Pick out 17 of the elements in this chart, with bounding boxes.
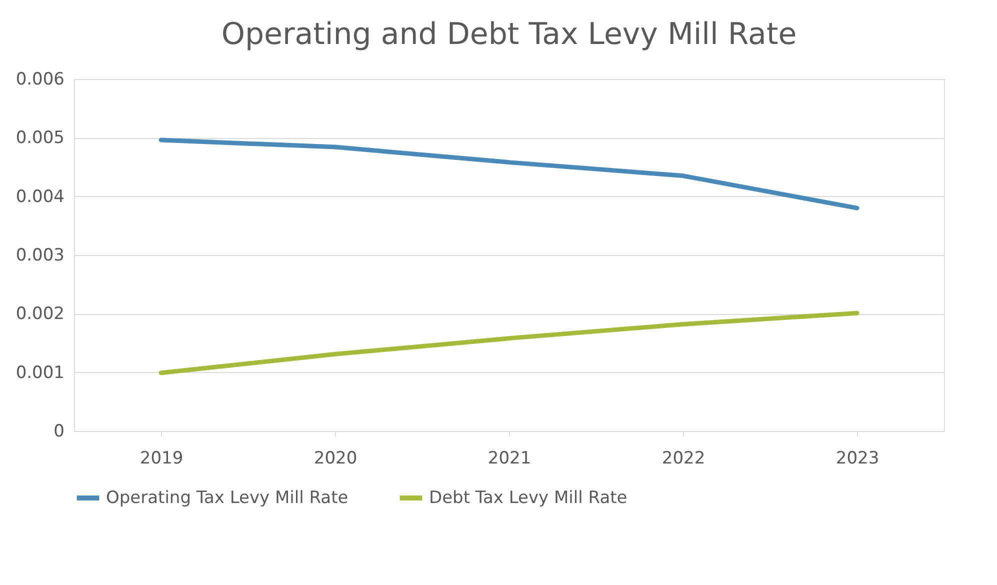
y-tick-label: 0.004 [16,186,64,207]
line-series [158,310,860,376]
x-tick-label: 2022 [662,448,706,468]
x-tick-label: 2021 [488,448,532,468]
x-tick-label: 2020 [314,448,358,468]
y-tick-label: 0.005 [16,128,64,148]
y-tick-label: 0.001 [16,362,64,383]
y-tick-label: 0 [54,422,64,442]
x-tick-label: 2019 [140,448,184,468]
y-tick-label: 0.006 [16,70,64,90]
legend-label: Debt Tax Levy Mill Rate [429,488,628,508]
y-tick-label: 0.002 [16,304,64,324]
legend-label: Operating Tax Levy Mill Rate [106,488,348,508]
x-tick-label: 2023 [836,448,880,468]
chart-title: Operating and Debt Tax Levy Mill Rate [221,17,797,52]
y-tick-label: 0.003 [16,246,64,266]
line-series [158,138,860,210]
